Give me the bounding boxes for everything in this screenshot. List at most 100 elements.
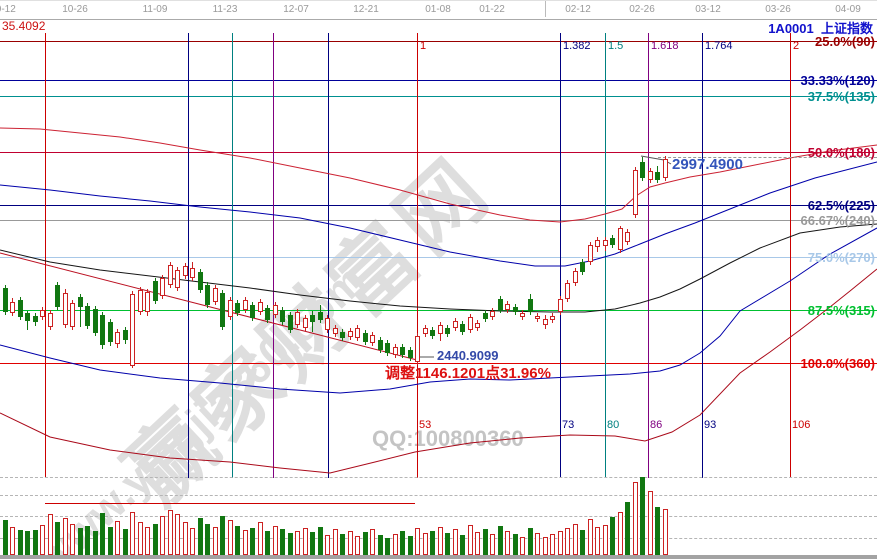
volume-bar bbox=[505, 531, 510, 555]
candle bbox=[648, 171, 653, 180]
candle bbox=[640, 162, 645, 178]
candle bbox=[160, 278, 165, 296]
candle bbox=[625, 232, 630, 242]
candle bbox=[55, 285, 60, 307]
candle bbox=[565, 283, 570, 299]
candle bbox=[115, 332, 120, 344]
volume-bar bbox=[310, 532, 315, 555]
volume-bar bbox=[468, 525, 473, 555]
candle bbox=[250, 305, 255, 318]
gann-percent-line bbox=[0, 80, 877, 81]
volume-bar bbox=[228, 520, 233, 555]
volume-bar bbox=[33, 530, 38, 555]
gann-percent-label: 37.5%(135) bbox=[807, 89, 875, 104]
gann-percent-label: 87.5%(315) bbox=[807, 303, 875, 318]
gann-percent-label: 66.67%(240) bbox=[800, 213, 875, 228]
volume-bar bbox=[460, 535, 465, 555]
candle bbox=[490, 311, 495, 317]
candle bbox=[385, 343, 390, 353]
candle bbox=[138, 290, 143, 312]
date-axis[interactable]: 10-12 10-26 11-09 11-23 12-07 12-21 01-08 01-22… bbox=[0, 0, 877, 20]
volume-bar bbox=[78, 528, 83, 555]
volume-gridline bbox=[0, 477, 877, 478]
volume-bar bbox=[535, 533, 540, 555]
bottom-scroll-strip[interactable] bbox=[0, 555, 877, 559]
candle bbox=[550, 316, 555, 320]
candle bbox=[265, 308, 270, 320]
gann-ratio-label: 1 bbox=[420, 40, 427, 52]
gann-time-line bbox=[273, 33, 274, 478]
adjustment-note: 调整1146.1201点31.96% bbox=[385, 365, 551, 382]
volume-bar bbox=[370, 529, 375, 555]
gann-ratio-label: 2 bbox=[793, 40, 800, 52]
candle bbox=[453, 321, 458, 328]
candle bbox=[655, 172, 660, 180]
volume-bar bbox=[655, 507, 660, 555]
candle bbox=[415, 336, 420, 362]
gann-percent-label: 75.0%(270) bbox=[807, 250, 875, 265]
gann-ratio-label: 1.5 bbox=[608, 40, 624, 52]
volume-bar bbox=[415, 528, 420, 555]
candle bbox=[340, 332, 345, 338]
volume-bar bbox=[385, 538, 390, 555]
candle bbox=[423, 328, 428, 334]
volume-bar bbox=[288, 533, 293, 555]
candle bbox=[603, 240, 608, 246]
volume-bar bbox=[333, 529, 338, 555]
candle bbox=[273, 305, 278, 315]
candle bbox=[333, 328, 338, 334]
gann-time-line bbox=[232, 33, 233, 478]
gann-percent-label: 33.33%(120) bbox=[800, 73, 875, 88]
volume-bar bbox=[235, 526, 240, 555]
gann-time-line bbox=[417, 33, 418, 478]
volume-bar bbox=[355, 536, 360, 555]
candle bbox=[445, 328, 450, 334]
candle bbox=[288, 315, 293, 330]
volume-bar bbox=[543, 537, 548, 555]
gann-percent-line bbox=[0, 257, 877, 258]
gann-ratio-label: 1.764 bbox=[705, 40, 733, 52]
volume-bar bbox=[498, 526, 503, 555]
volume-bar bbox=[580, 530, 585, 555]
candle bbox=[280, 310, 285, 322]
volume-gridline bbox=[0, 495, 877, 496]
candle bbox=[573, 271, 578, 283]
gann-time-line bbox=[648, 33, 649, 478]
volume-bar bbox=[430, 531, 435, 555]
volume-bar bbox=[573, 524, 578, 555]
date-label: 03-12 bbox=[695, 4, 721, 15]
candle bbox=[220, 293, 225, 327]
major-low-label: 2440.9099 bbox=[437, 348, 499, 363]
volume-bar bbox=[25, 531, 30, 555]
volume-bar bbox=[550, 534, 555, 555]
candle bbox=[40, 310, 45, 317]
date-label: 01-22 bbox=[479, 4, 505, 15]
gann-time-line bbox=[702, 33, 703, 478]
candle bbox=[348, 331, 353, 337]
gann-percent-line bbox=[0, 205, 877, 206]
gann-percent-line bbox=[0, 152, 877, 153]
candle bbox=[580, 262, 585, 272]
gann-time-line bbox=[328, 33, 329, 478]
gann-count-label: 106 bbox=[792, 419, 811, 431]
gann-count-label: 80 bbox=[607, 419, 620, 431]
candle bbox=[85, 306, 90, 326]
volume-bar bbox=[145, 527, 150, 555]
volume-bar bbox=[558, 531, 563, 555]
candle bbox=[198, 272, 203, 290]
volume-avg-line bbox=[45, 503, 415, 504]
volume-bar bbox=[190, 528, 195, 555]
gann-ratio-label: 1.618 bbox=[651, 40, 679, 52]
gann-count-label: 53 bbox=[419, 419, 432, 431]
candle bbox=[63, 293, 68, 325]
volume-bar bbox=[363, 532, 368, 555]
candle bbox=[498, 299, 503, 310]
gann-count-label: 93 bbox=[704, 419, 717, 431]
candle bbox=[100, 315, 105, 345]
gann-percent-line bbox=[0, 96, 877, 97]
gann-time-line bbox=[605, 33, 606, 478]
candle bbox=[145, 292, 150, 312]
volume-bar bbox=[595, 527, 600, 555]
volume-bar bbox=[303, 528, 308, 555]
